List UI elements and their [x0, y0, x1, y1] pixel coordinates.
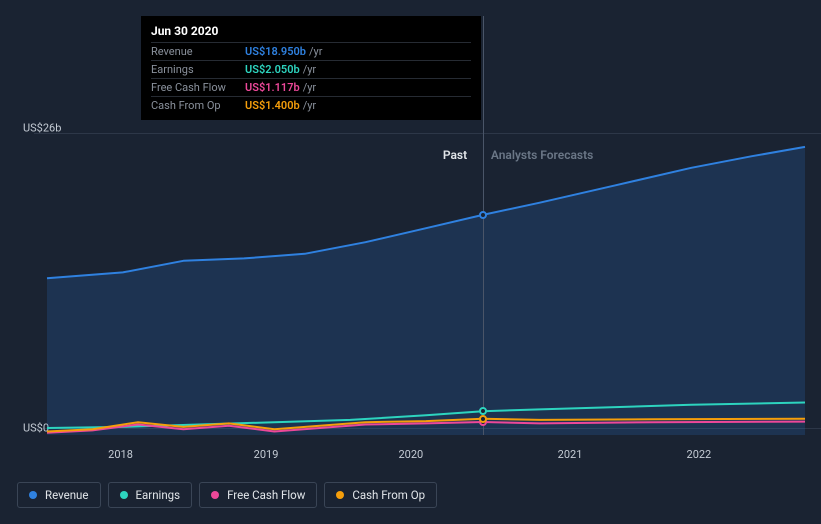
x-axis-tick: 2021 [558, 448, 583, 461]
y-axis-min-label: US$0 [23, 422, 49, 435]
tooltip-row-label: Cash From Op [151, 99, 245, 112]
series-marker [479, 415, 487, 423]
tooltip-row-value: US$1.400b [245, 99, 300, 112]
tooltip-row: RevenueUS$18.950b/yr [151, 42, 471, 60]
legend-label: Cash From Op [352, 488, 425, 502]
tooltip-row: Free Cash FlowUS$1.117b/yr [151, 78, 471, 96]
legend-item[interactable]: Revenue [17, 482, 101, 508]
tooltip-date: Jun 30 2020 [151, 22, 471, 42]
tooltip-row-label: Earnings [151, 63, 245, 76]
legend-label: Free Cash Flow [227, 488, 305, 502]
tooltip-row-label: Free Cash Flow [151, 81, 245, 94]
tooltip-row-unit: /yr [309, 45, 322, 58]
plot-area[interactable] [47, 133, 805, 435]
x-axis-tick: 2022 [687, 448, 712, 461]
legend-dot [120, 491, 128, 499]
legend-label: Revenue [45, 488, 89, 502]
legend-item[interactable]: Cash From Op [324, 482, 437, 508]
past-forecast-divider [483, 133, 484, 435]
tooltip-row-unit: /yr [303, 99, 316, 112]
legend-item[interactable]: Free Cash Flow [199, 482, 317, 508]
x-axis-tick: 2020 [398, 448, 423, 461]
tooltip-row-label: Revenue [151, 45, 245, 58]
series-marker [479, 211, 487, 219]
x-axis-tick: 2019 [254, 448, 279, 461]
tooltip-row-unit: /yr [303, 81, 316, 94]
legend-item[interactable]: Earnings [108, 482, 193, 508]
legend-label: Earnings [136, 488, 181, 502]
past-label: Past [443, 148, 467, 162]
tooltip-row-value: US$1.117b [245, 81, 300, 94]
x-axis: 2018 2019 2020 2021 2022 [47, 448, 805, 464]
legend-dot [211, 491, 219, 499]
tooltip-row-unit: /yr [303, 63, 316, 76]
forecast-label: Analysts Forecasts [491, 148, 593, 162]
x-axis-tick: 2018 [108, 448, 133, 461]
legend-dot [336, 491, 344, 499]
tooltip-row-value: US$18.950b [245, 45, 306, 58]
legend-dot [29, 491, 37, 499]
legend: Revenue Earnings Free Cash Flow Cash From O… [17, 482, 437, 508]
tooltip-row: EarningsUS$2.050b/yr [151, 60, 471, 78]
chart-tooltip: Jun 30 2020 RevenueUS$18.950b/yrEarnings… [141, 16, 481, 120]
tooltip-row: Cash From OpUS$1.400b/yr [151, 96, 471, 114]
tooltip-row-value: US$2.050b [245, 63, 300, 76]
